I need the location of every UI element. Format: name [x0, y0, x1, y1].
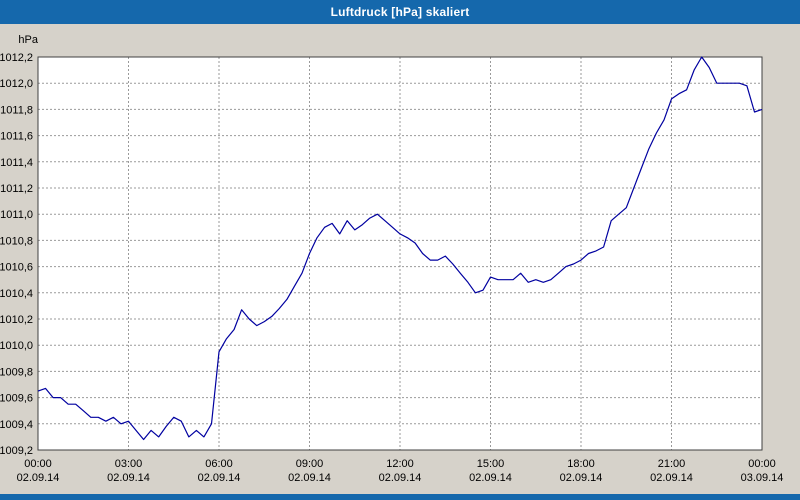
svg-text:21:00: 21:00 [658, 458, 686, 470]
svg-text:1011,2: 1011,2 [0, 183, 33, 195]
svg-text:1010,4: 1010,4 [0, 288, 33, 300]
svg-text:1012,0: 1012,0 [0, 78, 33, 90]
svg-text:02.09.14: 02.09.14 [107, 472, 150, 484]
svg-text:03:00: 03:00 [115, 458, 143, 470]
svg-text:1010,8: 1010,8 [0, 235, 33, 247]
svg-text:02.09.14: 02.09.14 [379, 472, 422, 484]
svg-text:02.09.14: 02.09.14 [560, 472, 603, 484]
svg-text:18:00: 18:00 [567, 458, 595, 470]
svg-text:1012,2: 1012,2 [0, 52, 33, 64]
svg-text:1011,0: 1011,0 [0, 209, 33, 221]
pressure-line-chart: 1009,2 1009,4 1009,6 1009,8 1010,0 1010,2 1010… [0, 34, 784, 484]
svg-text:15:00: 15:00 [477, 458, 505, 470]
svg-text:02.09.14: 02.09.14 [198, 472, 241, 484]
svg-text:1009,6: 1009,6 [0, 393, 33, 405]
svg-text:02.09.14: 02.09.14 [17, 472, 60, 484]
svg-text:1010,6: 1010,6 [0, 262, 33, 274]
svg-text:02.09.14: 02.09.14 [650, 472, 693, 484]
svg-text:1011,8: 1011,8 [0, 104, 33, 116]
svg-text:00:00: 00:00 [24, 458, 52, 470]
title-bar: Luftdruck [hPa] skaliert [0, 0, 800, 24]
bottom-strip [0, 494, 800, 500]
svg-text:1011,4: 1011,4 [0, 157, 33, 169]
svg-text:03.09.14: 03.09.14 [741, 472, 784, 484]
svg-text:00:00: 00:00 [748, 458, 776, 470]
svg-text:02.09.14: 02.09.14 [469, 472, 512, 484]
svg-text:12:00: 12:00 [386, 458, 414, 470]
svg-text:1010,2: 1010,2 [0, 314, 33, 326]
chart-area: 1009,2 1009,4 1009,6 1009,8 1010,0 1010,2 1010… [0, 24, 800, 494]
svg-text:1011,6: 1011,6 [0, 131, 33, 143]
svg-text:1009,2: 1009,2 [0, 445, 33, 457]
svg-text:06:00: 06:00 [205, 458, 233, 470]
svg-text:09:00: 09:00 [296, 458, 324, 470]
svg-text:1010,0: 1010,0 [0, 340, 33, 352]
svg-text:1009,8: 1009,8 [0, 366, 33, 378]
svg-text:1009,4: 1009,4 [0, 419, 33, 431]
svg-text:02.09.14: 02.09.14 [288, 472, 331, 484]
svg-text:hPa: hPa [18, 34, 38, 46]
page-title: Luftdruck [hPa] skaliert [330, 5, 470, 19]
